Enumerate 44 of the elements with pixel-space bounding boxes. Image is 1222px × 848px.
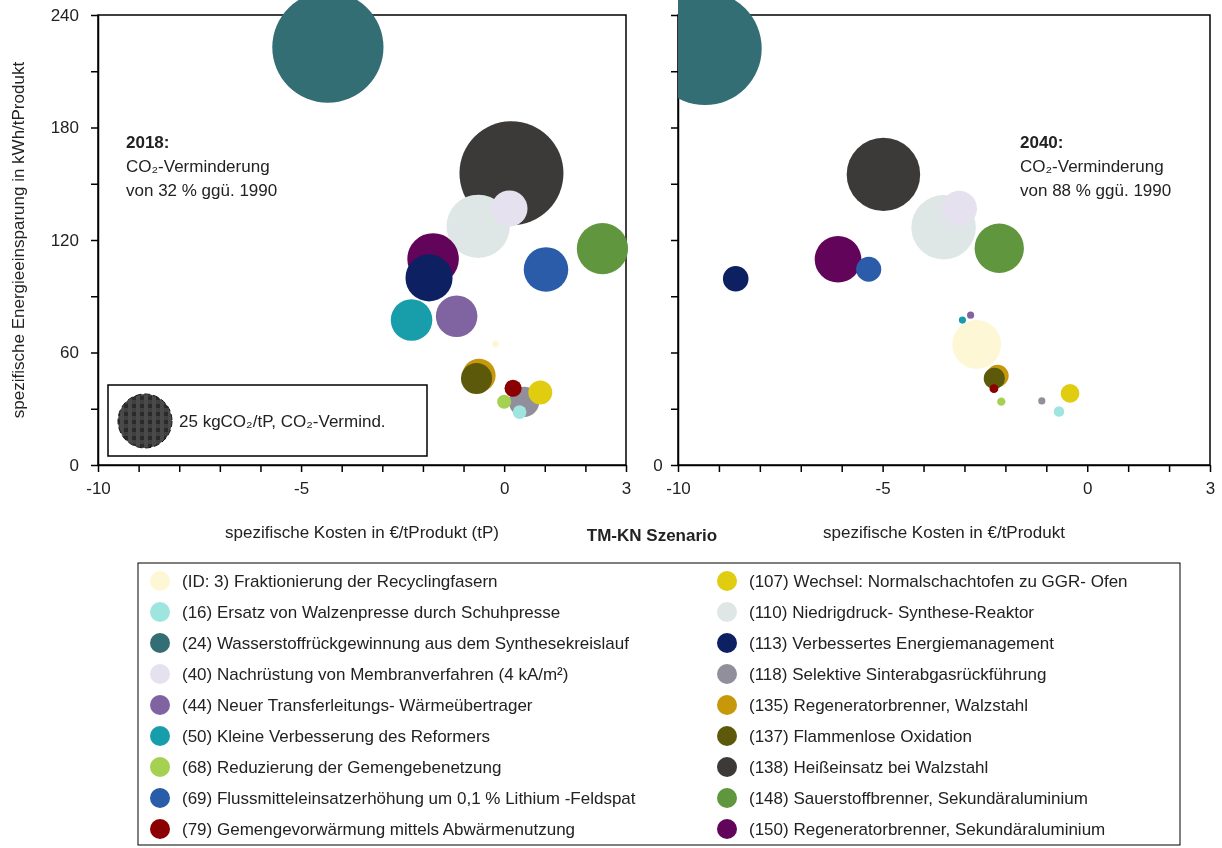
legend-label: (ID: 3) Fraktionierung der Recyclingfasern: [182, 572, 498, 591]
annotation: von 32 % ggü. 1990: [126, 181, 278, 200]
legend-label: (50) Kleine Verbesserung des Reformers: [182, 727, 491, 746]
x-tick-label: -5: [294, 479, 310, 499]
legend-label: (40) Nachrüstung von Membranverfahren (4 kA/m²): [182, 665, 569, 684]
annotation: 2040:: [1020, 133, 1064, 152]
x-tick-label: 0: [499, 479, 510, 499]
legend-label: (137) Flammenlose Oxidation: [749, 727, 972, 746]
legend-label: (138) Heißeinsatz bei Walzstahl: [749, 758, 989, 777]
legend-label: (113) Verbessertes Energiemanagement: [749, 634, 1055, 653]
x-tick-label: 3: [621, 479, 632, 499]
legend-label: (24) Wasserstoffrückgewinnung aus dem Synthesekreislauf: [182, 634, 630, 653]
legend-label: (69) Flussmitteleinsatzerhöhung um 0,1 % Lithium -Feldspat: [182, 789, 636, 808]
y-tick-label: 0: [69, 455, 79, 475]
annotation: CO₂-Verminderung: [1020, 157, 1164, 176]
legend-label: (135) Regeneratorbrenner, Walzstahl: [749, 696, 1029, 715]
legend-label: 25 kgCO₂/tP, CO₂-Vermind.: [179, 412, 386, 431]
text: 0: [653, 456, 663, 475]
text: TM-KN Szenario: [586, 526, 718, 545]
legend-label: (110) Niedrigdruck- Synthese-Reaktor: [749, 603, 1035, 622]
annotation: von 88 % ggü. 1990: [1020, 181, 1172, 200]
y-tick-label: 120: [50, 230, 79, 250]
x-tick-label: 0: [1083, 479, 1093, 499]
legend-label: (68) Reduzierung der Gemengebenetzung: [182, 758, 502, 777]
x-tick-label: -5: [875, 479, 891, 499]
legend-label: (148) Sauerstoffbrenner, Sekundäraluminium: [749, 789, 1088, 808]
x-axis-title: spezifische Kosten in €/tProdukt: [823, 523, 1066, 542]
legend-label: (107) Wechsel: Normalschachtofen zu GGR- Ofen: [749, 572, 1128, 591]
size-key: 25 kgCO₂/tP, CO₂-Vermind.: [107, 384, 428, 457]
y-tick-label: 240: [50, 5, 79, 25]
y-axis-title: spezifische Energieeinsparung in kWh/tProdukt: [9, 61, 28, 419]
legend-label: (16) Ersatz von Walzenpresse durch Schuhpresse: [182, 603, 561, 622]
legend-label: (150) Regeneratorbrenner, Sekundäraluminium: [749, 820, 1106, 839]
legend-label: (118) Selektive Sinterabgasrückführung: [749, 665, 1047, 684]
annotation: 2018:: [126, 133, 170, 152]
x-tick-label: -10: [86, 479, 111, 499]
legend-label: (79) Gemengevorwärmung mittels Abwärmenutzung: [182, 820, 576, 839]
legend-label: (44) Neuer Transferleitungs- Wärmeübertrager: [182, 696, 533, 715]
x-tick-label: 3: [1205, 479, 1216, 499]
annotation: CO₂-Verminderung: [126, 157, 270, 176]
y-tick-label: 60: [60, 343, 79, 363]
x-axis-title: spezifische Kosten in €/tProdukt (tP): [224, 523, 500, 542]
x-tick-label: -10: [666, 479, 691, 499]
y-tick-label: 180: [50, 118, 79, 138]
